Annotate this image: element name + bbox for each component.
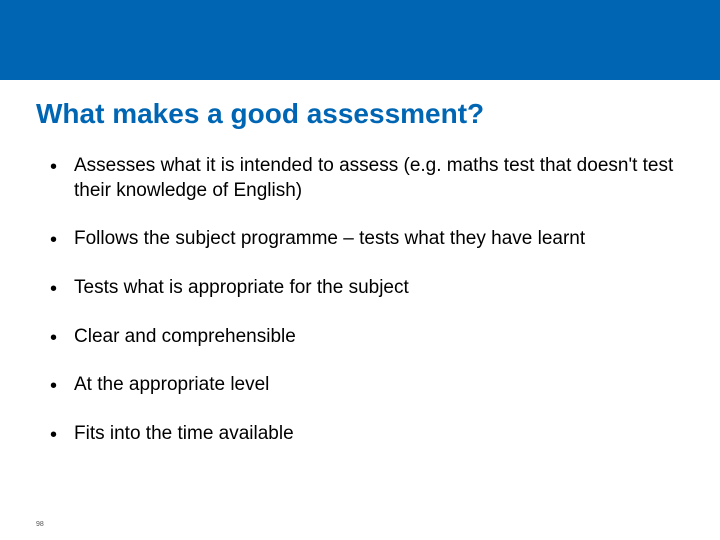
list-item: Follows the subject programme – tests wh… xyxy=(46,227,684,252)
slide-title: What makes a good assessment? xyxy=(36,98,684,130)
list-item: Tests what is appropriate for the subjec… xyxy=(46,276,684,301)
list-item: Fits into the time available xyxy=(46,422,684,447)
list-item: At the appropriate level xyxy=(46,373,684,398)
bullet-list: Assesses what it is intended to assess (… xyxy=(36,154,684,447)
list-item: Assesses what it is intended to assess (… xyxy=(46,154,684,203)
slide-content: What makes a good assessment? Assesses w… xyxy=(0,80,720,481)
header-bar xyxy=(0,0,720,80)
page-number: 98 xyxy=(36,521,44,528)
list-item: Clear and comprehensible xyxy=(46,325,684,350)
